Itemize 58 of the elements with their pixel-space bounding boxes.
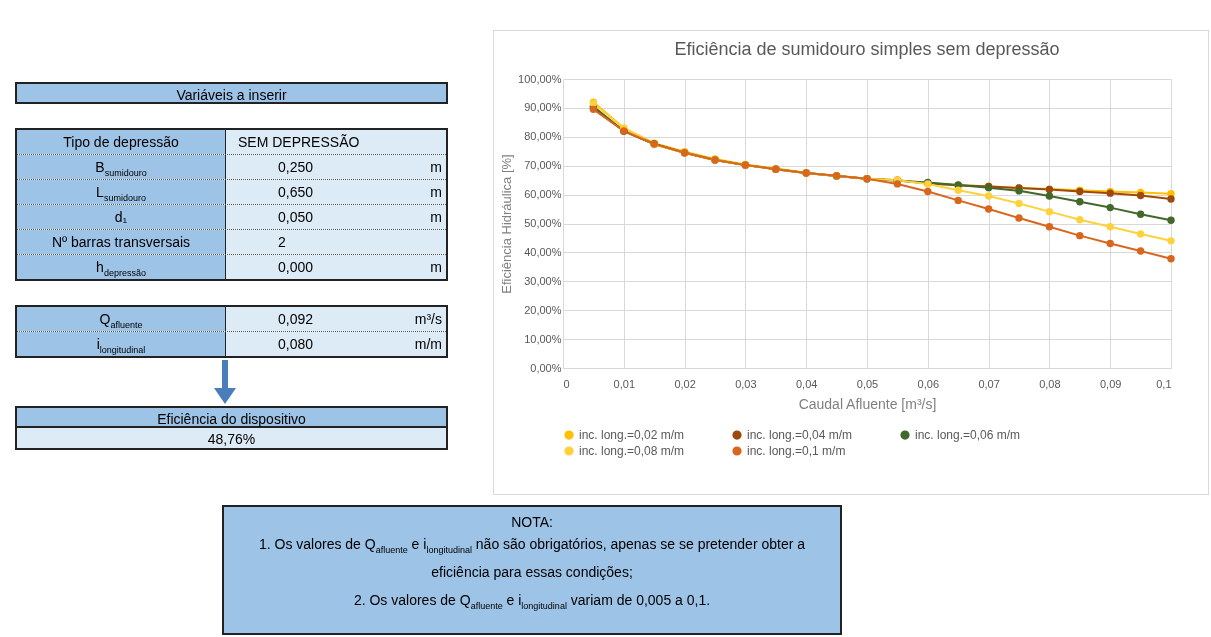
legend-label: inc. long.=0,1 m/m — [747, 444, 846, 458]
text: m — [430, 183, 442, 202]
text: Eficiência do dispositivo — [15, 406, 448, 428]
text: h$_{depressão}$ — [17, 255, 226, 279]
x-tick-label: 0,09 — [1099, 377, 1122, 390]
text: 0,080 — [278, 336, 314, 352]
legend-label: inc. long.=0,04 m/m — [747, 428, 853, 443]
y-tick-label: 50,00% — [524, 217, 562, 229]
y-tick-label: 0,00% — [530, 361, 562, 374]
y-tick-label: 20,00% — [524, 303, 562, 316]
text: d₁ — [17, 205, 226, 229]
text: i$_{longitudinal}$ — [17, 332, 226, 356]
y-tick-label: 80,00% — [524, 130, 562, 143]
x-tick-label: 0,03 — [735, 377, 757, 390]
y-tick-label: 10,00% — [524, 332, 562, 345]
text: 48,76% — [15, 428, 448, 450]
x-tick-label: 0,1 — [1156, 377, 1172, 390]
y-tick-label: 60,00% — [524, 188, 562, 201]
y-axis-title: Eficiência Hidráulica [%] — [499, 154, 515, 294]
text: L$_{sumidouro}$ — [17, 180, 226, 204]
x-axis-title: Caudal Afluente [m³/s] — [798, 395, 937, 412]
y-tick-label: 100,00% — [518, 72, 562, 85]
y-tick-label: 40,00% — [524, 245, 562, 258]
text: Q$_{afluente}$ — [17, 307, 226, 331]
text: 0,250 — [278, 159, 314, 175]
text: SEM DEPRESSÃO — [226, 130, 446, 154]
x-tick-label: 0,04 — [795, 377, 818, 390]
y-tick-label: 30,00% — [524, 274, 562, 287]
text: m — [430, 158, 442, 177]
chart-title: Eficiência de sumidouro simples sem depressão — [674, 39, 1060, 59]
text: m³/s — [414, 310, 442, 329]
x-tick-label: 0,07 — [978, 377, 1000, 390]
x-tick-label: 0,06 — [917, 377, 940, 390]
x-tick-label: 0 — [563, 377, 570, 390]
text: 2 — [226, 230, 446, 254]
text: NOTA: — [510, 513, 554, 532]
text: 0,650 — [278, 184, 314, 200]
legend-label: inc. long.=0,02 m/m — [579, 428, 685, 443]
text: Tipo de depressão — [17, 130, 226, 154]
x-tick-label: 0,01 — [613, 377, 636, 390]
x-tick-label: 0,05 — [856, 377, 879, 390]
text: 0,050 — [278, 209, 314, 225]
text: 1. Os valores de Q$_{afluente}$ e i$_{longitudinal}$ não são obrigatórios, apenas se se pretender obter a eficiência para essas condições; — [257, 535, 807, 582]
legend-label: inc. long.=0,08 m/m — [579, 444, 685, 458]
text: Variáveis a inserir — [15, 82, 448, 104]
text: m — [430, 258, 442, 277]
text: Nº barras transversais — [17, 230, 226, 254]
legend-label: inc. long.=0,06 m/m — [915, 428, 1021, 443]
y-tick-label: 70,00% — [524, 159, 562, 172]
text: 2. Os valores de Q$_{afluente}$ e i$_{longitudinal}$ variam de 0,005 a 0,1. — [352, 590, 712, 613]
text: 0,092 — [278, 311, 314, 327]
text: 0,000 — [278, 259, 314, 275]
text: m/m — [414, 335, 442, 354]
text: m — [430, 208, 442, 227]
x-tick-label: 0,02 — [674, 377, 696, 390]
x-tick-label: 0,08 — [1039, 377, 1061, 390]
y-tick-label: 90,00% — [524, 101, 562, 114]
text: B$_{sumidouro}$ — [17, 155, 226, 179]
